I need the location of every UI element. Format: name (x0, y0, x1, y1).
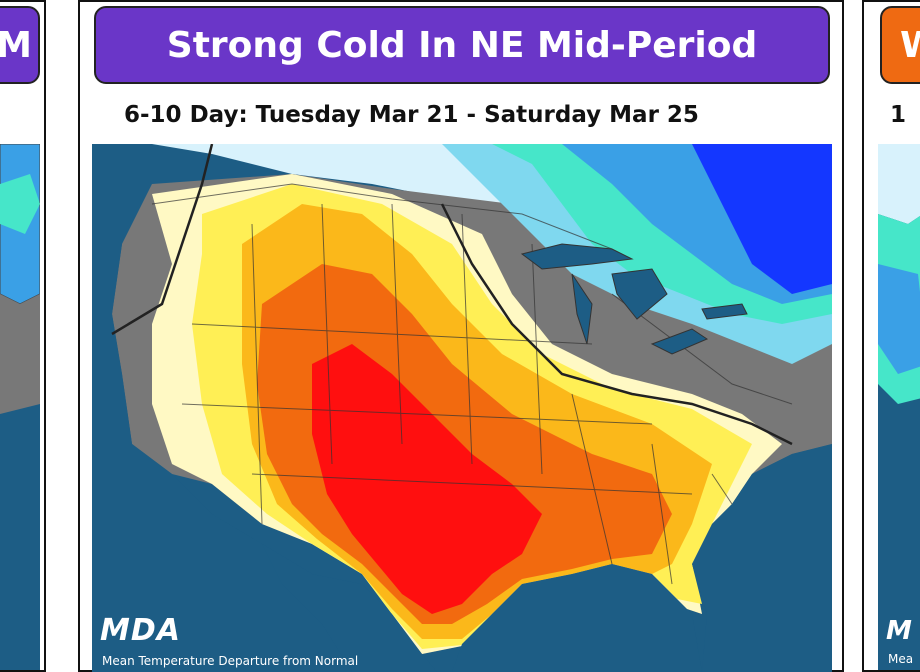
strong-below-area (692, 144, 832, 294)
left-banner: M (0, 6, 40, 84)
us-map-svg (92, 144, 832, 672)
right-caption: Mea (888, 652, 914, 666)
atlantic-water (692, 444, 832, 672)
zero-contours (111, 144, 793, 446)
forecast-headline: Strong Cold In NE Mid-Period (166, 24, 758, 66)
left-panel: M (0, 0, 46, 672)
mexico-land (262, 544, 437, 672)
map-caption: Mean Temperature Departure from Normal (102, 654, 359, 668)
state-borders (151, 183, 793, 585)
right-logo: M (886, 616, 913, 646)
right-banner-text: W (900, 25, 920, 66)
left-map (0, 144, 40, 670)
right-subtitle: 1 (890, 102, 907, 128)
pacific-water (92, 144, 372, 672)
right-banner: W (880, 6, 920, 84)
logo-text: MDA (100, 613, 181, 648)
mda-logo: MDA (100, 613, 181, 648)
forecast-banner: Strong Cold In NE Mid-Period (94, 6, 830, 84)
forecast-panel: Strong Cold In NE Mid-Period 6-10 Day: T… (78, 0, 844, 672)
right-map: M Mea (878, 144, 920, 670)
right-panel: W 1 M Mea (862, 0, 920, 672)
great-lakes (520, 243, 748, 355)
right-logo-text: M (886, 616, 913, 646)
left-banner-text: M (0, 25, 32, 66)
forecast-period-title: 6-10 Day: Tuesday Mar 21 - Saturday Mar … (124, 102, 699, 128)
gulf-water (452, 564, 702, 672)
temperature-anomaly-map: MDA Mean Temperature Departure from Norm… (92, 144, 832, 672)
